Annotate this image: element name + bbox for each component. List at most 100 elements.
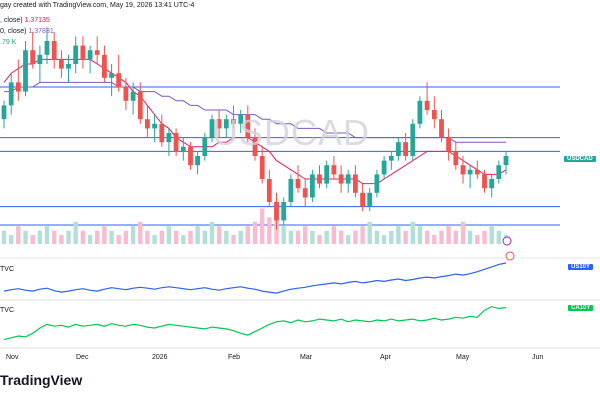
candle-body <box>130 91 136 101</box>
volume-bar <box>367 221 372 244</box>
tradingview-logo: TradingView <box>0 372 83 388</box>
candle-body <box>489 179 495 189</box>
volume-bar <box>446 226 451 244</box>
volume-bar <box>260 208 265 244</box>
x-tick-mar: Mar <box>300 354 313 361</box>
candle-body <box>410 123 416 156</box>
volume-bar <box>374 230 380 244</box>
us10y-line <box>3 262 507 294</box>
volume-bar <box>238 230 243 244</box>
candle-body <box>87 50 93 60</box>
volume-bar <box>482 230 487 244</box>
candle-body <box>180 146 186 152</box>
volume-bar <box>181 235 186 244</box>
candle-body <box>439 119 444 138</box>
volume-bar <box>37 230 43 244</box>
volume-bar <box>281 226 286 244</box>
volume-legend: .79 K <box>0 39 17 46</box>
volume-bar <box>331 226 337 244</box>
volume-bar <box>16 226 21 244</box>
candle-body <box>15 82 21 92</box>
candle-body <box>252 137 258 156</box>
volume-bar <box>267 217 272 244</box>
volume-bar <box>1 230 7 244</box>
volume-bar <box>44 226 50 244</box>
volume-bar <box>138 221 143 244</box>
x-tick-apr: Apr <box>380 354 391 361</box>
volume-bar <box>410 221 415 244</box>
ma-fast-value: 1.37135 <box>24 17 50 24</box>
x-tick-feb: Feb <box>228 354 241 361</box>
candle-body <box>30 50 36 64</box>
volume-bar <box>324 230 329 244</box>
published-line: gay created with TradingView.com, May 19… <box>0 2 195 9</box>
volume-bar <box>216 226 222 244</box>
volume-bar <box>403 230 408 244</box>
ma-slow-legend: 0, close) 1.37831 <box>0 28 54 35</box>
candle-body <box>223 119 229 129</box>
volume-bar <box>130 226 136 244</box>
volume-bar <box>389 230 394 244</box>
volume-bar <box>102 226 107 244</box>
volume-bar <box>87 235 93 244</box>
candle-body <box>80 45 86 60</box>
volume-bar <box>145 230 150 244</box>
volume-bar <box>116 235 121 244</box>
volume-bar <box>224 230 229 244</box>
volume-bar <box>52 230 57 244</box>
candle-body <box>44 41 50 55</box>
volume-bar <box>80 230 86 244</box>
ma-fast-label: , close) <box>0 17 23 24</box>
candle-body <box>37 54 43 64</box>
candle-body <box>51 41 57 60</box>
volume-bar <box>424 230 430 244</box>
volume-bar <box>95 230 100 244</box>
volume-bar <box>231 235 236 244</box>
candle-body <box>281 202 287 221</box>
candle-body <box>274 202 279 221</box>
volume-bar <box>439 230 444 244</box>
candle-body <box>116 73 122 87</box>
volume-bar <box>252 221 258 244</box>
candle-body <box>403 142 408 156</box>
volume-bar <box>295 230 301 244</box>
volume-bar <box>202 230 207 244</box>
event-icon-red <box>505 251 515 261</box>
volume-bar <box>475 235 480 244</box>
x-tick-may: May <box>456 354 470 361</box>
candle-body <box>23 50 28 92</box>
candle-body <box>173 133 179 152</box>
candle-body <box>424 100 430 110</box>
ma-fast-legend: , close) 1.37135 <box>0 17 50 24</box>
candle-body <box>73 45 79 64</box>
candle-body <box>109 73 114 78</box>
volume-bar <box>109 230 114 244</box>
volume-bar <box>489 226 494 244</box>
volume-bar <box>396 226 401 244</box>
candle-body <box>388 156 394 161</box>
candle-body <box>453 151 459 166</box>
candle-body <box>446 137 451 152</box>
candle-body <box>317 174 322 184</box>
volume-bar <box>288 230 294 244</box>
candle-body <box>202 137 208 156</box>
candle-body <box>1 105 7 120</box>
volume-bar <box>59 235 64 244</box>
volume-bar <box>195 226 200 244</box>
candle-body <box>360 192 365 207</box>
pane3-label: TVC <box>0 307 14 314</box>
candle-body <box>188 146 193 166</box>
volume-bar <box>123 230 129 244</box>
volume-bar <box>30 235 35 244</box>
candle-body <box>245 114 251 138</box>
candle-body <box>123 87 129 101</box>
usdcad-price-tag: USDCAD <box>564 156 596 162</box>
volume-bar <box>353 230 358 244</box>
volume-bar <box>188 230 193 244</box>
volume-bar <box>453 230 458 244</box>
volume-bar <box>360 226 365 244</box>
candle-body <box>396 142 401 156</box>
volume-bar <box>346 235 351 244</box>
